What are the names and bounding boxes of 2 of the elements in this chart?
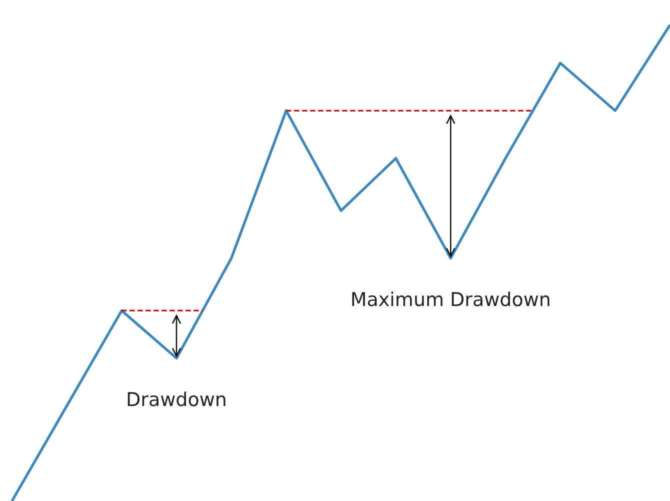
annotation: Maximum Drawdown [350,289,551,312]
annotation: Drawdown [126,389,227,412]
